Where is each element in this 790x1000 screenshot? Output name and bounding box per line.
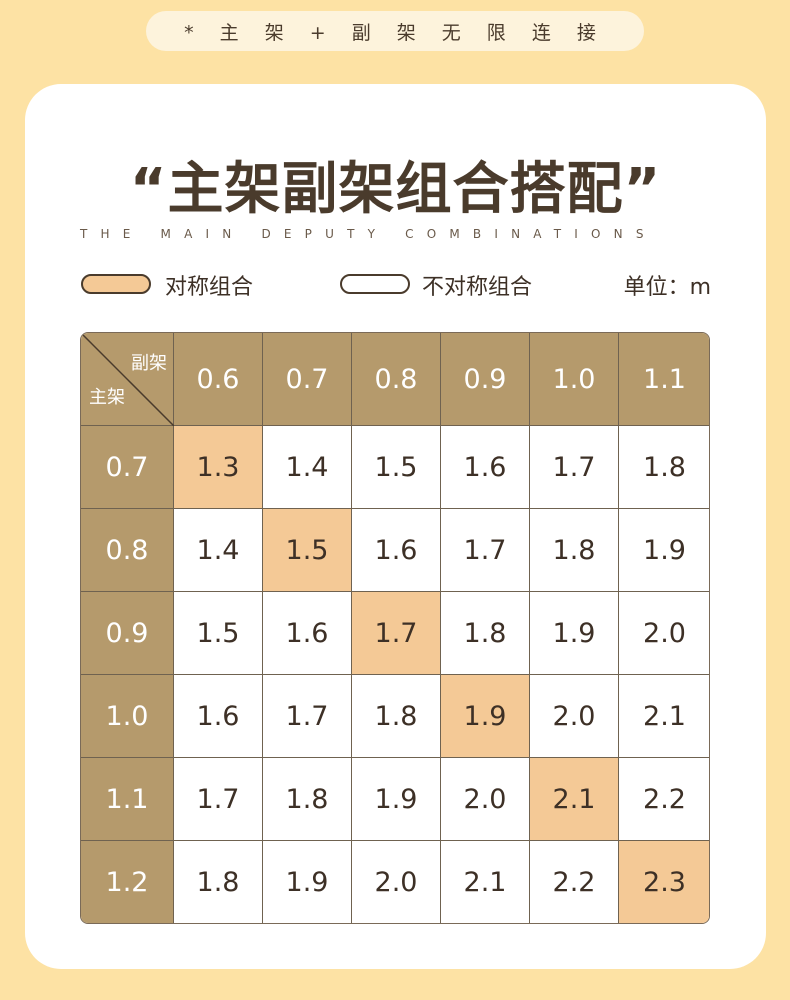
- table-cell: 1.9: [619, 509, 709, 592]
- symmetric-swatch: [81, 274, 151, 294]
- table-cell: 2.0: [619, 592, 709, 675]
- page-subtitle: THE MAIN DEPUTY COMBINATIONS: [80, 227, 657, 241]
- table-cell: 1.7: [530, 426, 619, 509]
- row-header: 0.9: [81, 592, 174, 675]
- table-cell: 1.7: [263, 675, 352, 758]
- table-cell: 1.8: [530, 509, 619, 592]
- table-cell: 2.0: [530, 675, 619, 758]
- table-cell: 1.6: [263, 592, 352, 675]
- table-cell: 1.7: [441, 509, 530, 592]
- page-title: “主架副架组合搭配”: [129, 157, 662, 222]
- symmetric-cell: 1.3: [174, 426, 263, 509]
- table-cell: 1.8: [352, 675, 441, 758]
- symmetric-cell: 2.1: [530, 758, 619, 841]
- table-cell: 1.7: [174, 758, 263, 841]
- table-cell: 2.0: [352, 841, 441, 923]
- table-cell: 1.4: [263, 426, 352, 509]
- banner-text: * 主 架 + 副 架 无 限 连 接: [184, 21, 606, 44]
- row-header: 0.8: [81, 509, 174, 592]
- column-header: 1.1: [619, 333, 709, 426]
- symmetric-legend-label: 对称组合: [165, 275, 254, 300]
- table-cell: 2.2: [530, 841, 619, 923]
- combination-table: 副架 主架 0.6 0.7 0.8 0.9 1.0 1.1 0.7 1.3 1.4 1.5 1.6 1…: [80, 332, 710, 924]
- row-header: 1.1: [81, 758, 174, 841]
- table-cell: 1.5: [174, 592, 263, 675]
- table-cell: 2.1: [619, 675, 709, 758]
- corner-header-secondary: 副架: [131, 353, 167, 374]
- asymmetric-swatch: [340, 274, 410, 294]
- table-cell: 1.9: [352, 758, 441, 841]
- table-cell: 2.2: [619, 758, 709, 841]
- legend: 对称组合 不对称组合 单位：m: [81, 266, 711, 302]
- combination-card: “主架副架组合搭配” THE MAIN DEPUTY COMBINATIONS …: [25, 84, 766, 969]
- top-banner: * 主 架 + 副 架 无 限 连 接: [146, 11, 644, 51]
- symmetric-cell: 1.5: [263, 509, 352, 592]
- symmetric-cell: 2.3: [619, 841, 709, 923]
- table-cell: 2.1: [441, 841, 530, 923]
- column-header: 0.6: [174, 333, 263, 426]
- symmetric-cell: 1.7: [352, 592, 441, 675]
- table-cell: 1.8: [263, 758, 352, 841]
- row-header: 0.7: [81, 426, 174, 509]
- row-header: 1.0: [81, 675, 174, 758]
- column-header: 0.8: [352, 333, 441, 426]
- table-cell: 1.5: [352, 426, 441, 509]
- column-header: 0.7: [263, 333, 352, 426]
- unit-label: 单位：m: [623, 275, 711, 300]
- table-cell: 1.8: [619, 426, 709, 509]
- table-cell: 1.8: [174, 841, 263, 923]
- column-header: 1.0: [530, 333, 619, 426]
- table-cell: 1.6: [441, 426, 530, 509]
- symmetric-cell: 1.9: [441, 675, 530, 758]
- table-cell: 1.9: [530, 592, 619, 675]
- table-cell: 1.8: [441, 592, 530, 675]
- column-header: 0.9: [441, 333, 530, 426]
- table-cell: 1.4: [174, 509, 263, 592]
- table-corner-cell: 副架 主架: [81, 333, 174, 426]
- diagonal-divider: [81, 333, 174, 426]
- asymmetric-legend-label: 不对称组合: [422, 275, 533, 300]
- table-cell: 1.9: [263, 841, 352, 923]
- table-cell: 1.6: [352, 509, 441, 592]
- table-cell: 1.6: [174, 675, 263, 758]
- row-header: 1.2: [81, 841, 174, 923]
- corner-header-main: 主架: [89, 387, 125, 408]
- table-cell: 2.0: [441, 758, 530, 841]
